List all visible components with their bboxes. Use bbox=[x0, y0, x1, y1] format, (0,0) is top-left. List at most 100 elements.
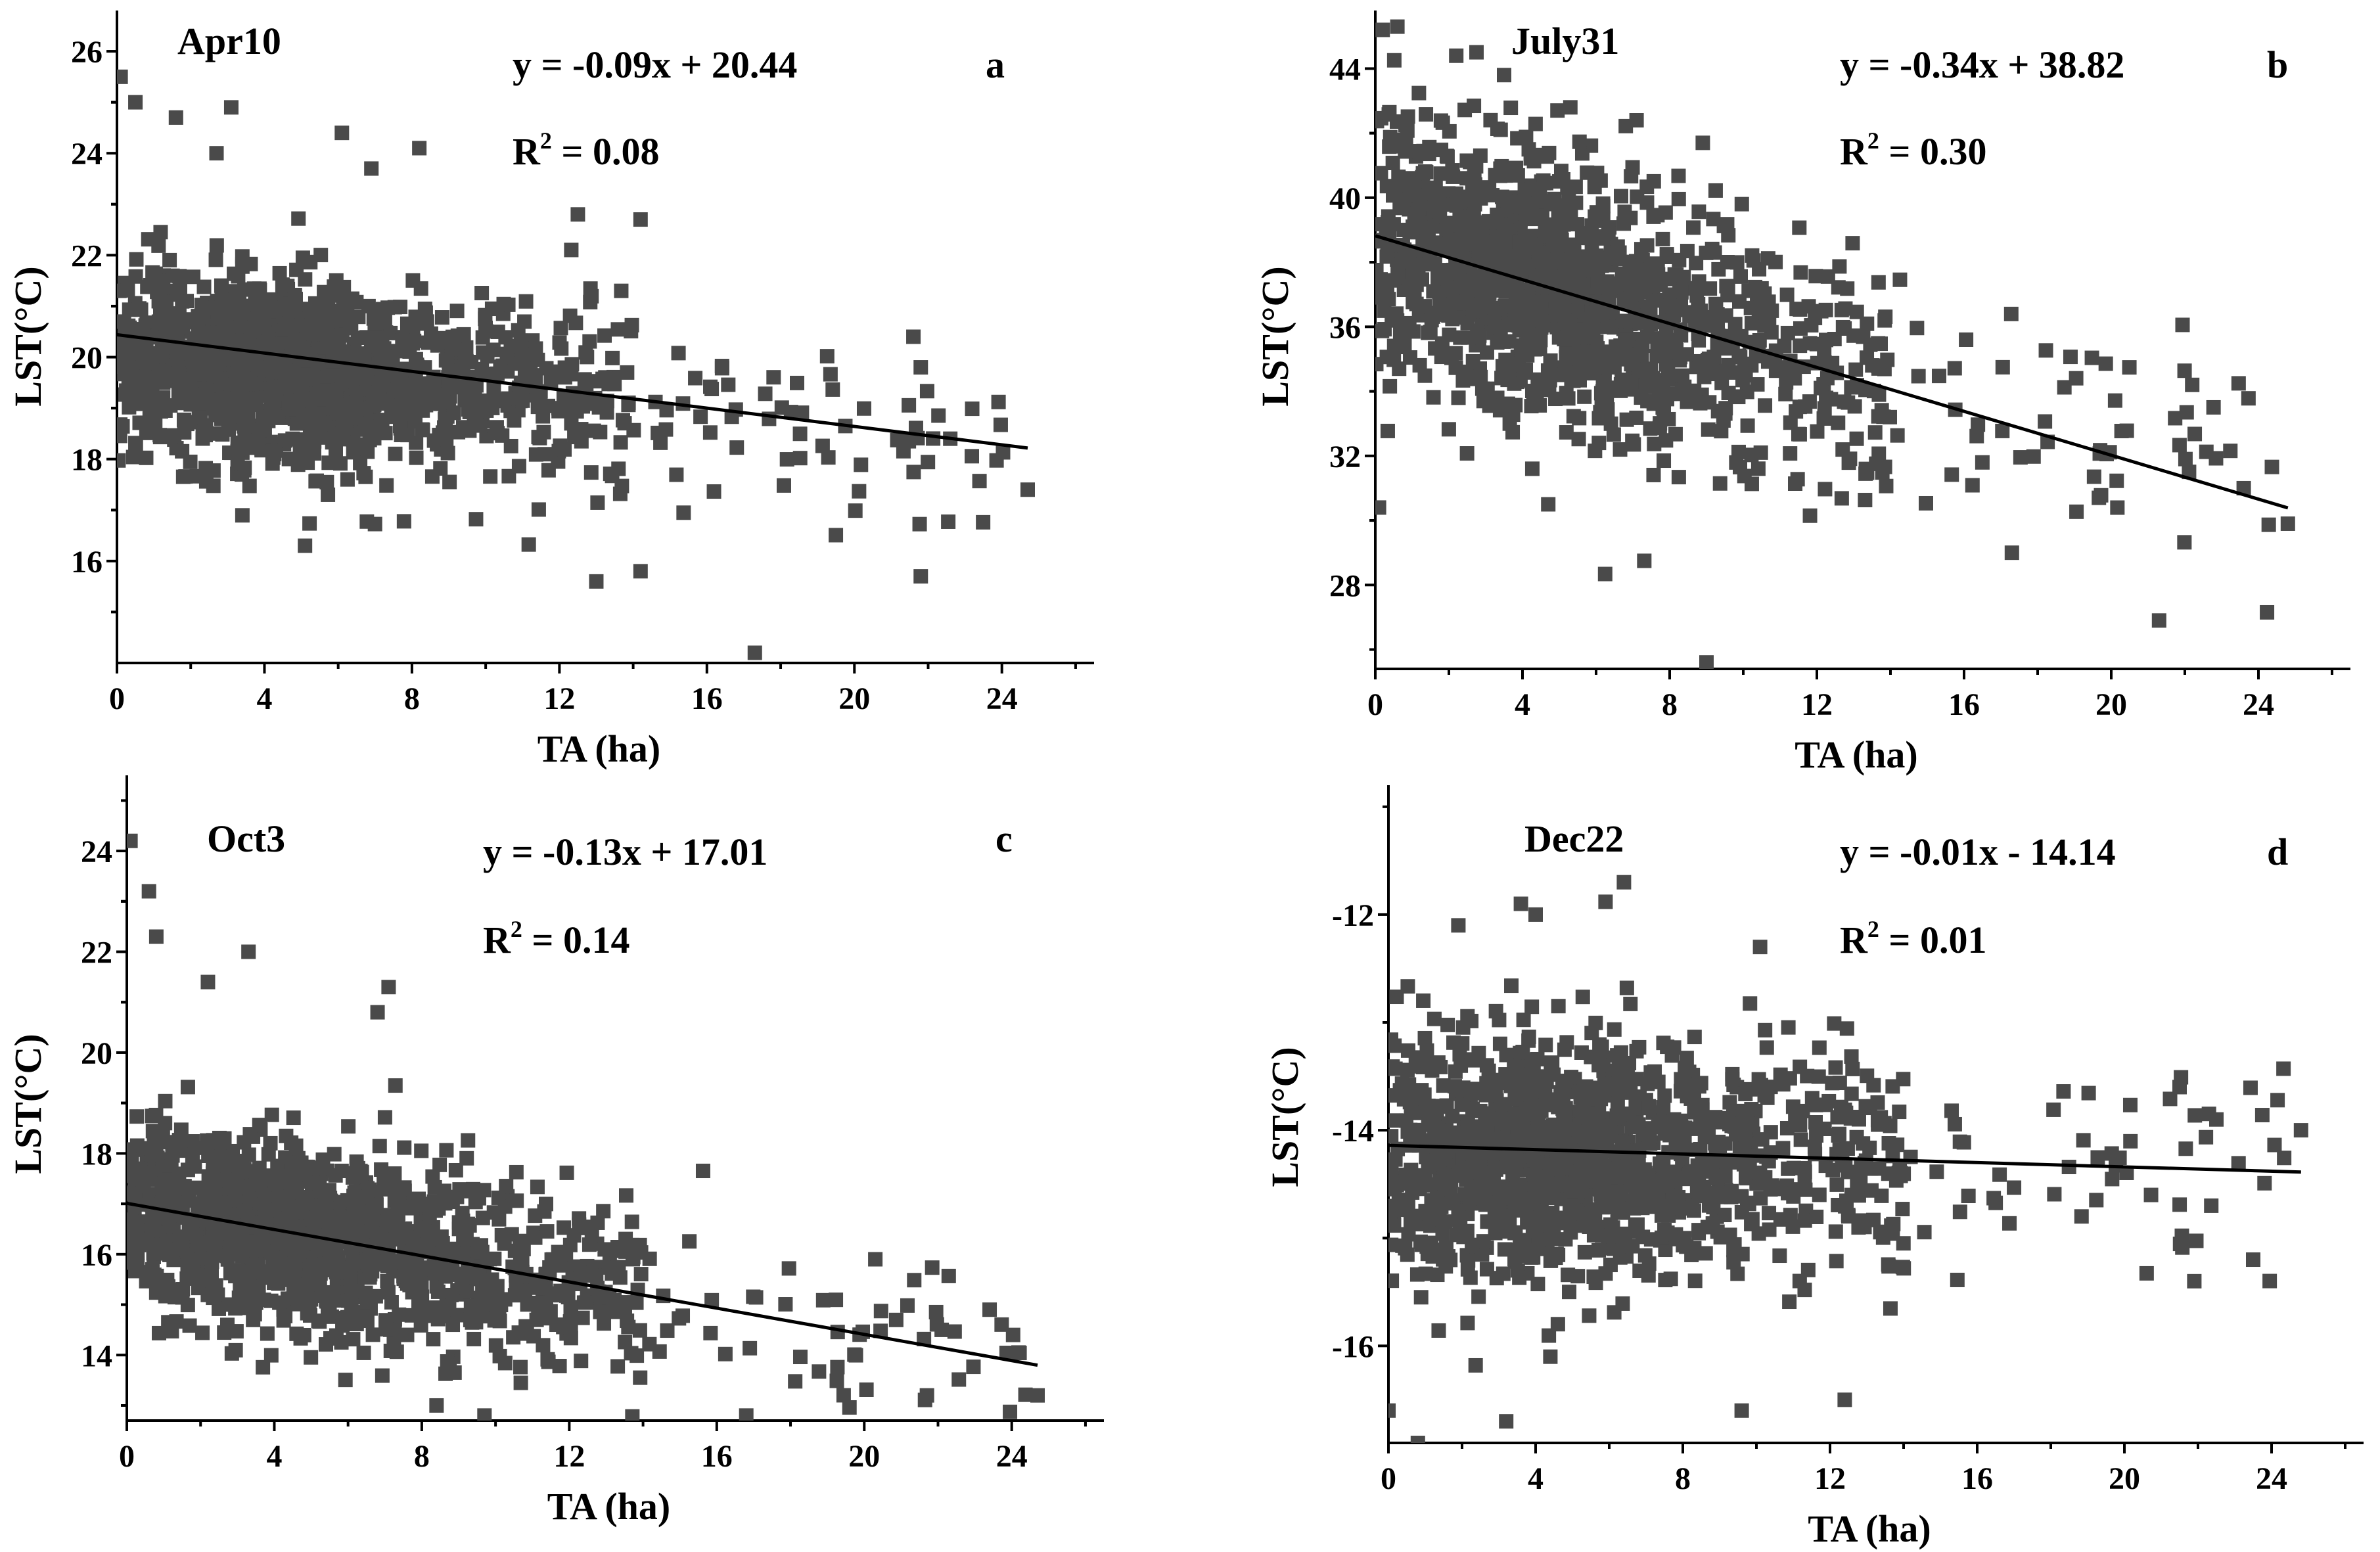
data-point bbox=[1818, 302, 1833, 317]
x-tick-label: 16 bbox=[701, 1439, 733, 1474]
data-point bbox=[513, 1359, 528, 1375]
data-point bbox=[1848, 362, 1864, 377]
data-point bbox=[244, 377, 260, 392]
data-point bbox=[2076, 1133, 2091, 1148]
y-axis-title: LST(°C) bbox=[1264, 1047, 1306, 1187]
data-point bbox=[183, 373, 198, 388]
data-point bbox=[2231, 376, 2246, 391]
data-point bbox=[1842, 451, 1858, 467]
data-point bbox=[151, 1281, 166, 1296]
data-point bbox=[1944, 467, 1959, 482]
data-point bbox=[896, 444, 911, 459]
data-point bbox=[144, 1148, 159, 1163]
data-point bbox=[1609, 278, 1624, 293]
data-point bbox=[815, 438, 830, 453]
data-point bbox=[369, 330, 384, 345]
data-point bbox=[499, 346, 515, 361]
data-point bbox=[1849, 304, 1864, 319]
data-point bbox=[1581, 250, 1596, 265]
data-point bbox=[1732, 459, 1747, 474]
outlier-point bbox=[168, 110, 183, 125]
data-point bbox=[1377, 322, 1392, 337]
data-point bbox=[1396, 192, 1411, 207]
regression-line bbox=[116, 332, 1028, 450]
data-point bbox=[246, 324, 261, 339]
outlier-point bbox=[209, 146, 224, 161]
x-tick-label: 12 bbox=[1801, 687, 1833, 722]
data-point bbox=[1798, 399, 1813, 414]
data-point bbox=[1686, 220, 1701, 235]
data-point bbox=[1789, 302, 1804, 317]
data-point bbox=[2104, 1146, 2119, 1161]
data-point bbox=[1426, 390, 1441, 405]
data-point bbox=[436, 1309, 451, 1324]
data-point bbox=[239, 353, 254, 368]
data-point bbox=[1591, 436, 1607, 451]
data-point bbox=[1550, 252, 1565, 267]
data-point bbox=[1390, 263, 1406, 279]
outlier-point bbox=[913, 569, 928, 584]
data-point bbox=[279, 1168, 294, 1183]
data-point bbox=[1617, 204, 1632, 219]
data-point bbox=[620, 365, 635, 380]
data-point bbox=[2178, 451, 2193, 467]
data-point bbox=[729, 440, 744, 455]
outlier-point bbox=[913, 360, 928, 375]
data-point bbox=[553, 321, 568, 336]
scatter-points bbox=[127, 833, 1045, 1421]
data-point bbox=[1375, 357, 1384, 372]
data-point bbox=[1386, 217, 1401, 232]
data-point bbox=[1657, 1088, 1672, 1103]
data-point bbox=[511, 356, 526, 371]
data-point bbox=[475, 1210, 490, 1225]
data-point bbox=[365, 1327, 380, 1342]
outlier-point bbox=[1020, 482, 1035, 497]
data-point bbox=[1475, 227, 1490, 242]
data-point bbox=[991, 394, 1006, 409]
data-point bbox=[127, 1142, 135, 1157]
data-point bbox=[490, 324, 505, 339]
data-point bbox=[497, 1235, 512, 1250]
data-point bbox=[507, 413, 522, 428]
data-point bbox=[671, 346, 686, 361]
data-point bbox=[1774, 360, 1789, 375]
data-point bbox=[1559, 425, 1574, 440]
data-point bbox=[329, 1218, 344, 1233]
data-point bbox=[380, 1273, 395, 1289]
data-point bbox=[582, 1237, 597, 1252]
data-point bbox=[815, 1292, 831, 1308]
outlier-point bbox=[919, 1388, 934, 1403]
regression-equation: y = -0.13x + 17.01 bbox=[483, 831, 767, 873]
data-point bbox=[1471, 245, 1486, 260]
data-point bbox=[1646, 467, 1661, 482]
data-point bbox=[264, 1107, 279, 1122]
data-point bbox=[1003, 1404, 1018, 1419]
scatter-points bbox=[117, 69, 1035, 660]
data-point bbox=[1431, 1323, 1446, 1338]
data-point bbox=[1851, 1112, 1866, 1127]
data-point bbox=[1577, 1244, 1592, 1260]
x-axis-title: TA (ha) bbox=[1795, 733, 1917, 776]
data-point bbox=[1658, 1243, 1673, 1258]
data-point bbox=[1442, 300, 1457, 315]
data-point bbox=[117, 428, 127, 444]
data-point bbox=[315, 383, 331, 398]
data-point bbox=[1382, 139, 1397, 154]
data-point bbox=[304, 1292, 319, 1307]
data-point bbox=[228, 1193, 243, 1208]
data-point bbox=[1655, 231, 1670, 246]
data-point bbox=[1630, 286, 1645, 302]
data-point bbox=[1659, 249, 1674, 264]
data-point bbox=[254, 443, 269, 458]
data-point bbox=[319, 334, 334, 349]
x-tick-label: 12 bbox=[553, 1439, 585, 1474]
data-point bbox=[172, 1229, 187, 1244]
data-point bbox=[294, 1167, 309, 1182]
data-point bbox=[574, 1354, 589, 1369]
data-point bbox=[1931, 369, 1946, 384]
data-point bbox=[295, 1196, 310, 1211]
data-point bbox=[277, 365, 292, 380]
data-point bbox=[1452, 209, 1467, 224]
data-point bbox=[972, 474, 987, 489]
